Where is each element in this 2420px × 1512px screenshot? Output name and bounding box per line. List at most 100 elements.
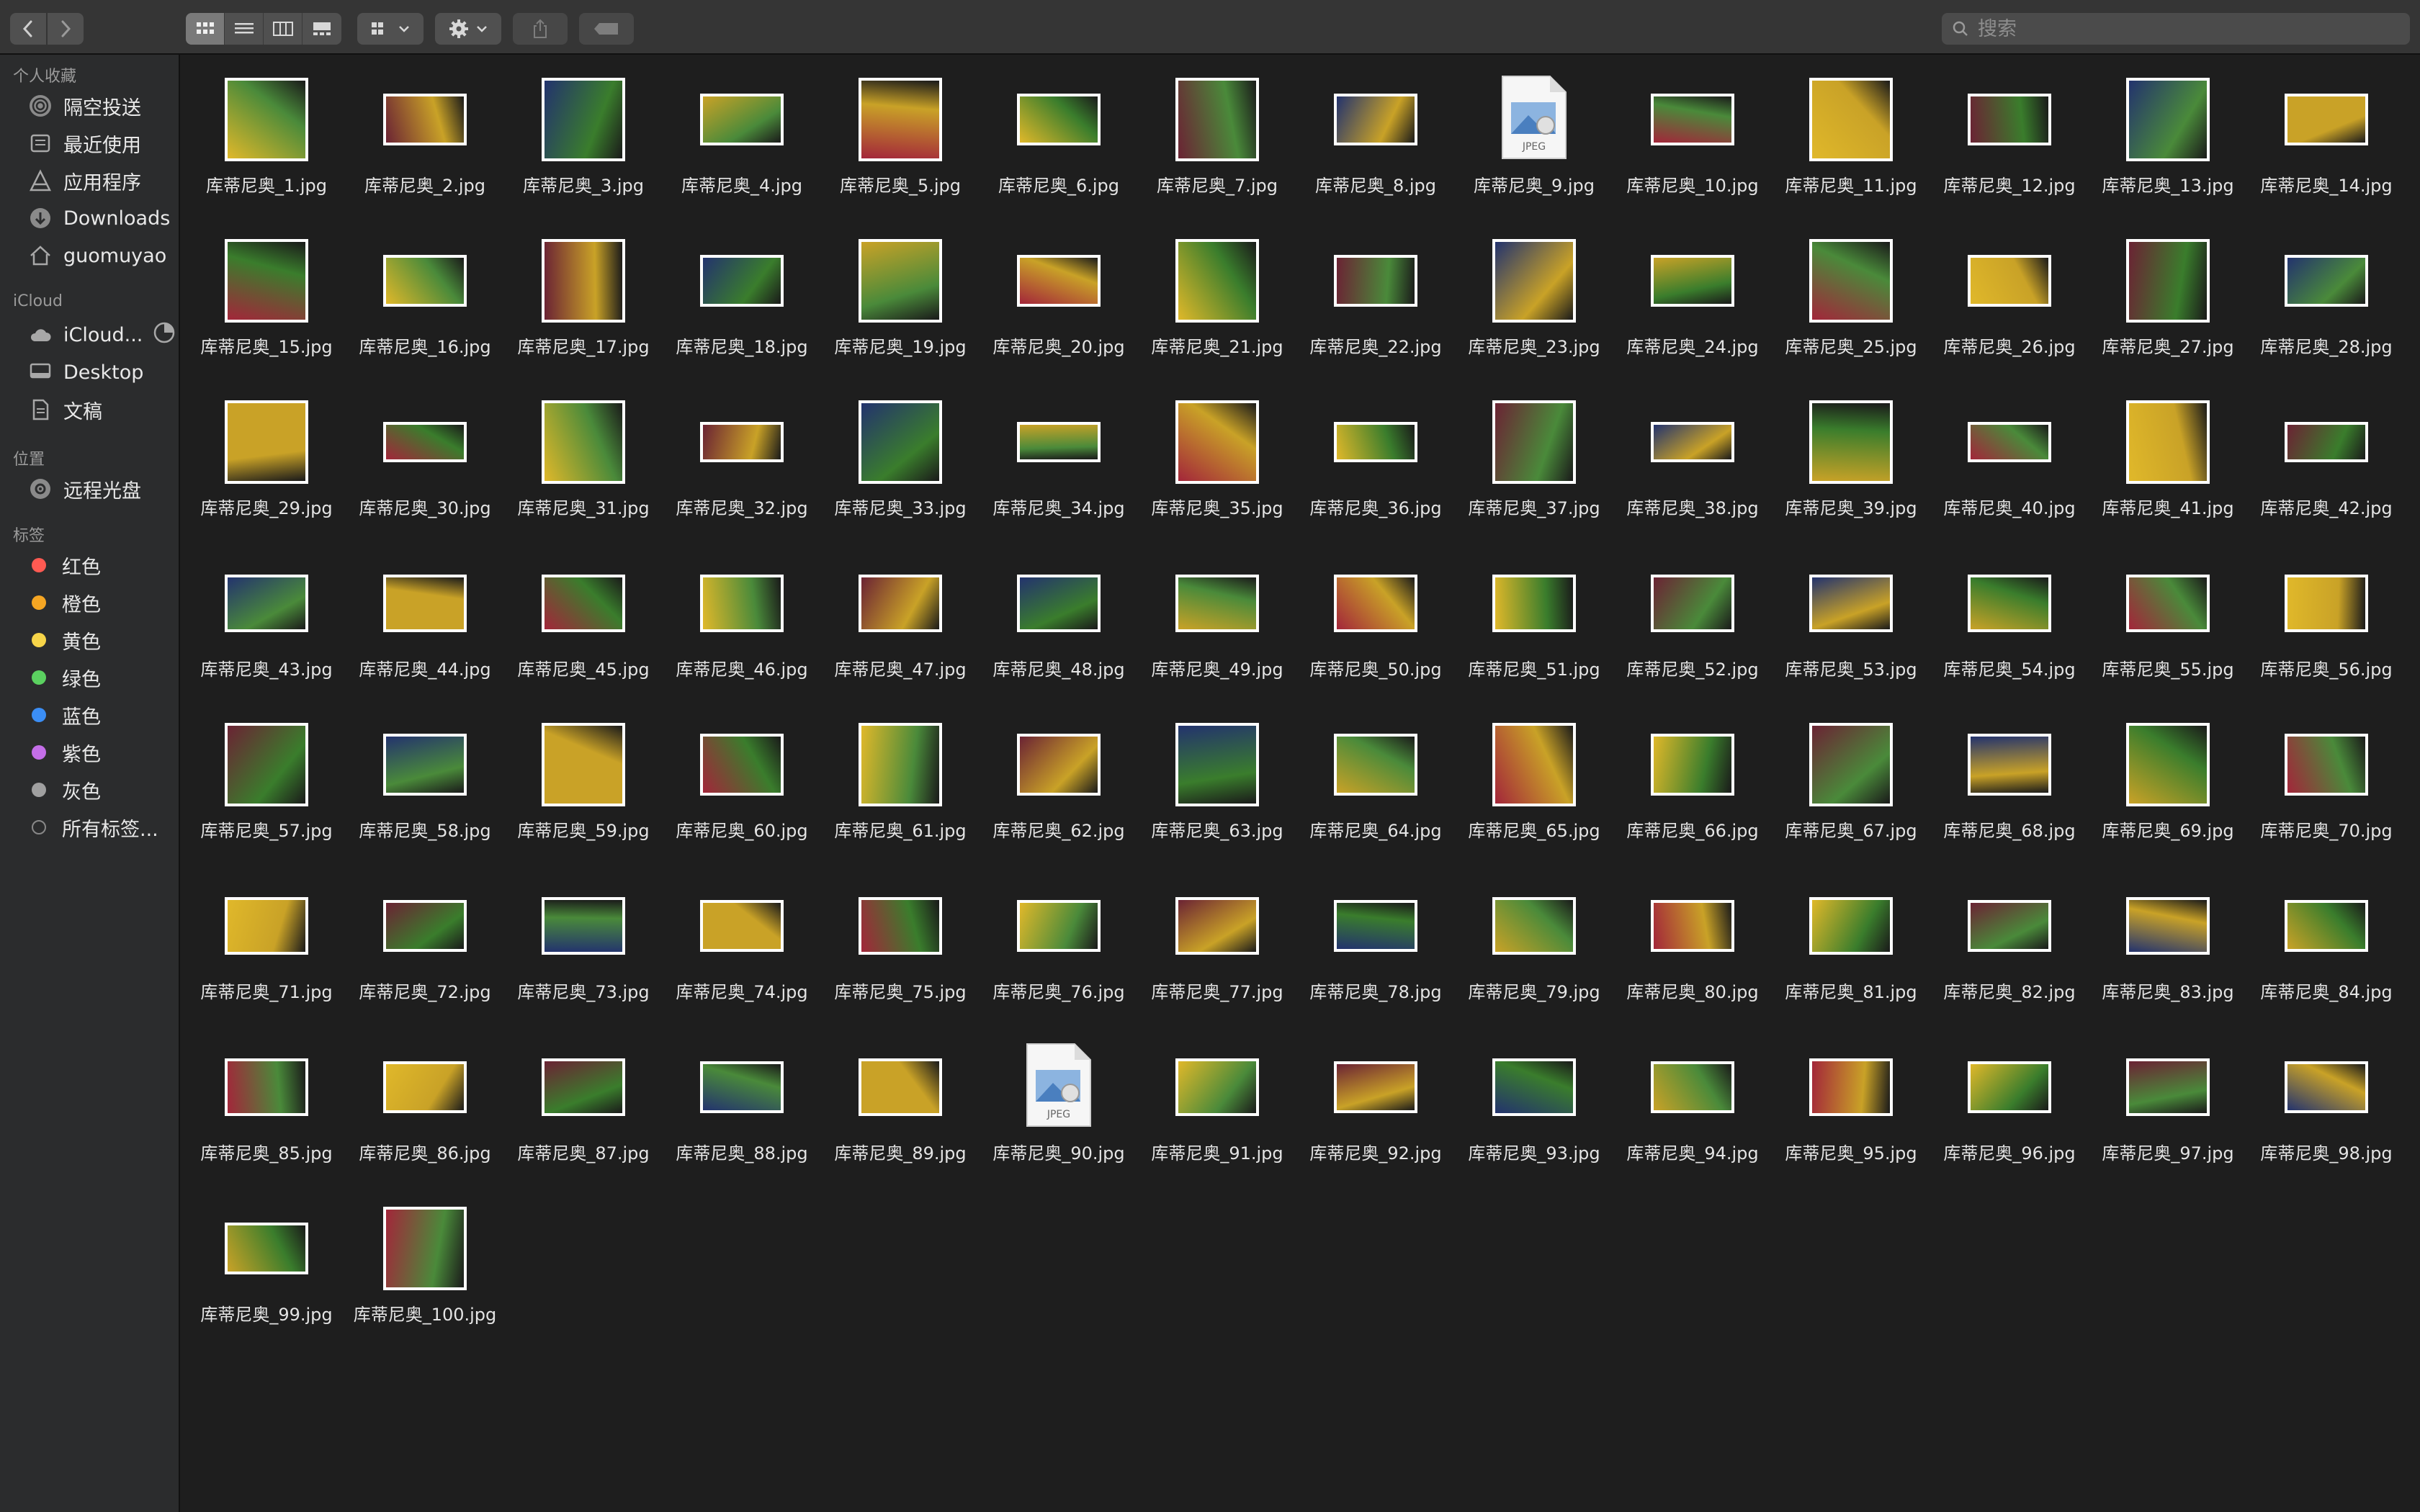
file-item[interactable]: 库蒂尼奥_80.jpg: [1613, 868, 1772, 1030]
file-item[interactable]: 库蒂尼奥_67.jpg: [1772, 707, 1930, 868]
action-menu-button[interactable]: [435, 13, 501, 45]
file-item[interactable]: 库蒂尼奥_34.jpg: [980, 384, 1138, 546]
file-item[interactable]: 库蒂尼奥_92.jpg: [1296, 1030, 1455, 1191]
file-item[interactable]: 库蒂尼奥_2.jpg: [346, 62, 504, 223]
file-item[interactable]: 库蒂尼奥_98.jpg: [2247, 1030, 2406, 1191]
file-item[interactable]: 库蒂尼奥_84.jpg: [2247, 868, 2406, 1030]
file-item[interactable]: 库蒂尼奥_49.jpg: [1138, 546, 1296, 707]
file-item[interactable]: 库蒂尼奥_24.jpg: [1613, 223, 1772, 384]
sidebar-item-applications[interactable]: 应用程序: [26, 164, 141, 197]
file-item[interactable]: 库蒂尼奥_35.jpg: [1138, 384, 1296, 546]
file-item[interactable]: 库蒂尼奥_83.jpg: [2089, 868, 2247, 1030]
file-item[interactable]: 库蒂尼奥_25.jpg: [1772, 223, 1930, 384]
file-item[interactable]: 库蒂尼奥_45.jpg: [504, 546, 663, 707]
file-item[interactable]: 库蒂尼奥_26.jpg: [1930, 223, 2089, 384]
sidebar-item-icloud-drive[interactable]: iCloud...: [26, 318, 176, 351]
file-item[interactable]: 库蒂尼奥_56.jpg: [2247, 546, 2406, 707]
file-item[interactable]: 库蒂尼奥_27.jpg: [2089, 223, 2247, 384]
file-item[interactable]: 库蒂尼奥_82.jpg: [1930, 868, 2089, 1030]
file-item[interactable]: 库蒂尼奥_52.jpg: [1613, 546, 1772, 707]
file-item[interactable]: 库蒂尼奥_81.jpg: [1772, 868, 1930, 1030]
file-item[interactable]: 库蒂尼奥_97.jpg: [2089, 1030, 2247, 1191]
file-item[interactable]: 库蒂尼奥_43.jpg: [187, 546, 346, 707]
file-item[interactable]: 库蒂尼奥_11.jpg: [1772, 62, 1930, 223]
file-item[interactable]: 库蒂尼奥_75.jpg: [821, 868, 980, 1030]
column-view-button[interactable]: [264, 13, 302, 45]
icon-view-button[interactable]: [186, 13, 225, 45]
file-item[interactable]: 库蒂尼奥_33.jpg: [821, 384, 980, 546]
file-item[interactable]: 库蒂尼奥_72.jpg: [346, 868, 504, 1030]
file-item[interactable]: 库蒂尼奥_29.jpg: [187, 384, 346, 546]
file-item[interactable]: 库蒂尼奥_8.jpg: [1296, 62, 1455, 223]
sidebar-item-recents[interactable]: 最近使用: [26, 127, 141, 160]
sidebar-item-desktop[interactable]: Desktop: [26, 356, 143, 389]
file-item[interactable]: 库蒂尼奥_20.jpg: [980, 223, 1138, 384]
file-item[interactable]: 库蒂尼奥_41.jpg: [2089, 384, 2247, 546]
file-item[interactable]: 库蒂尼奥_100.jpg: [346, 1191, 504, 1352]
search-field[interactable]: [1942, 13, 2410, 45]
file-item[interactable]: 库蒂尼奥_64.jpg: [1296, 707, 1455, 868]
file-item[interactable]: 库蒂尼奥_77.jpg: [1138, 868, 1296, 1030]
file-item[interactable]: 库蒂尼奥_95.jpg: [1772, 1030, 1930, 1191]
file-item[interactable]: 库蒂尼奥_76.jpg: [980, 868, 1138, 1030]
file-item[interactable]: 库蒂尼奥_14.jpg: [2247, 62, 2406, 223]
file-item[interactable]: 库蒂尼奥_70.jpg: [2247, 707, 2406, 868]
file-item[interactable]: 库蒂尼奥_57.jpg: [187, 707, 346, 868]
file-item[interactable]: 库蒂尼奥_54.jpg: [1930, 546, 2089, 707]
file-item[interactable]: 库蒂尼奥_50.jpg: [1296, 546, 1455, 707]
file-item[interactable]: 库蒂尼奥_48.jpg: [980, 546, 1138, 707]
forward-button[interactable]: [48, 13, 84, 45]
file-item[interactable]: 库蒂尼奥_42.jpg: [2247, 384, 2406, 546]
file-item[interactable]: 库蒂尼奥_32.jpg: [663, 384, 821, 546]
file-item[interactable]: 库蒂尼奥_10.jpg: [1613, 62, 1772, 223]
file-item[interactable]: 库蒂尼奥_86.jpg: [346, 1030, 504, 1191]
file-item[interactable]: 库蒂尼奥_7.jpg: [1138, 62, 1296, 223]
sidebar-item-documents[interactable]: 文稿: [26, 393, 102, 426]
file-item[interactable]: 库蒂尼奥_1.jpg: [187, 62, 346, 223]
sidebar-item-home[interactable]: guomuyao: [26, 239, 166, 272]
file-item[interactable]: 库蒂尼奥_51.jpg: [1455, 546, 1613, 707]
sidebar-item-downloads[interactable]: Downloads: [26, 202, 170, 235]
file-item[interactable]: 库蒂尼奥_21.jpg: [1138, 223, 1296, 384]
gallery-view-button[interactable]: [302, 13, 341, 45]
file-item[interactable]: 库蒂尼奥_71.jpg: [187, 868, 346, 1030]
file-item[interactable]: 库蒂尼奥_31.jpg: [504, 384, 663, 546]
file-item[interactable]: 库蒂尼奥_17.jpg: [504, 223, 663, 384]
file-item[interactable]: JPEG 库蒂尼奥_90.jpg: [980, 1030, 1138, 1191]
file-item[interactable]: 库蒂尼奥_60.jpg: [663, 707, 821, 868]
file-item[interactable]: 库蒂尼奥_85.jpg: [187, 1030, 346, 1191]
file-item[interactable]: 库蒂尼奥_69.jpg: [2089, 707, 2247, 868]
file-item[interactable]: 库蒂尼奥_88.jpg: [663, 1030, 821, 1191]
file-item[interactable]: 库蒂尼奥_22.jpg: [1296, 223, 1455, 384]
file-item[interactable]: 库蒂尼奥_4.jpg: [663, 62, 821, 223]
file-item[interactable]: 库蒂尼奥_89.jpg: [821, 1030, 980, 1191]
back-button[interactable]: [10, 13, 46, 45]
sidebar-tag-5[interactable]: 紫色: [26, 736, 101, 769]
file-item[interactable]: 库蒂尼奥_30.jpg: [346, 384, 504, 546]
file-item[interactable]: 库蒂尼奥_78.jpg: [1296, 868, 1455, 1030]
file-item[interactable]: 库蒂尼奥_99.jpg: [187, 1191, 346, 1352]
file-item[interactable]: 库蒂尼奥_47.jpg: [821, 546, 980, 707]
file-item[interactable]: 库蒂尼奥_53.jpg: [1772, 546, 1930, 707]
sidebar-item-remote-disc[interactable]: 远程光盘: [26, 472, 141, 505]
file-item[interactable]: 库蒂尼奥_44.jpg: [346, 546, 504, 707]
file-item[interactable]: 库蒂尼奥_16.jpg: [346, 223, 504, 384]
file-item[interactable]: 库蒂尼奥_23.jpg: [1455, 223, 1613, 384]
sidebar-tag-3[interactable]: 绿色: [26, 661, 101, 694]
file-item[interactable]: 库蒂尼奥_73.jpg: [504, 868, 663, 1030]
sidebar-item-airdrop[interactable]: 隔空投送: [26, 89, 141, 122]
file-item[interactable]: 库蒂尼奥_87.jpg: [504, 1030, 663, 1191]
file-item[interactable]: JPEG 库蒂尼奥_9.jpg: [1455, 62, 1613, 223]
file-item[interactable]: 库蒂尼奥_46.jpg: [663, 546, 821, 707]
file-item[interactable]: 库蒂尼奥_15.jpg: [187, 223, 346, 384]
file-item[interactable]: 库蒂尼奥_79.jpg: [1455, 868, 1613, 1030]
file-item[interactable]: 库蒂尼奥_59.jpg: [504, 707, 663, 868]
file-item[interactable]: 库蒂尼奥_3.jpg: [504, 62, 663, 223]
tag-button[interactable]: [579, 13, 634, 45]
file-item[interactable]: 库蒂尼奥_55.jpg: [2089, 546, 2247, 707]
sidebar-tag-2[interactable]: 黄色: [26, 624, 101, 657]
file-item[interactable]: 库蒂尼奥_37.jpg: [1455, 384, 1613, 546]
file-item[interactable]: 库蒂尼奥_18.jpg: [663, 223, 821, 384]
file-item[interactable]: 库蒂尼奥_40.jpg: [1930, 384, 2089, 546]
file-item[interactable]: 库蒂尼奥_91.jpg: [1138, 1030, 1296, 1191]
